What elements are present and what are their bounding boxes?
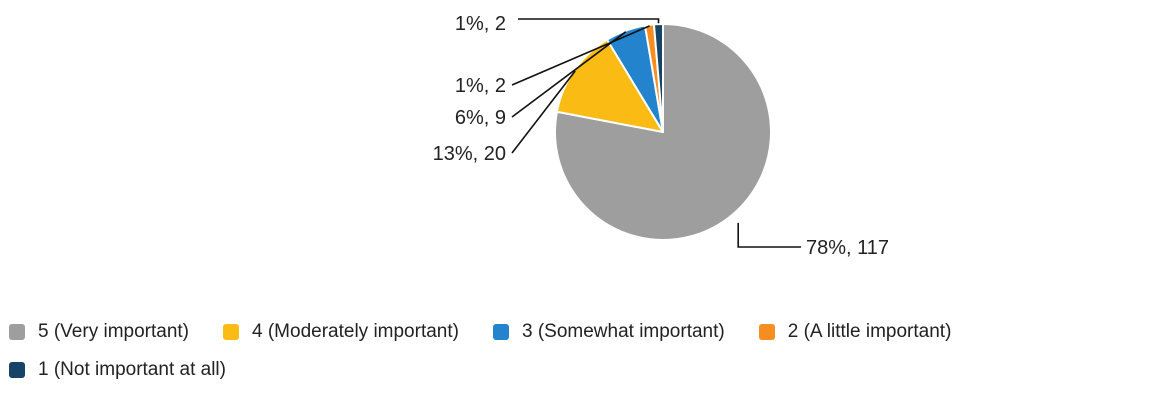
leader-lines bbox=[511, 18, 801, 248]
legend-label: 1 (Not important at all) bbox=[38, 359, 226, 380]
leader-line bbox=[511, 31, 627, 118]
data-label: 1%, 2 bbox=[455, 75, 506, 97]
data-label: 6%, 9 bbox=[455, 107, 506, 129]
legend-row-2: 1 (Not important at all) bbox=[9, 358, 260, 382]
pie-slice[interactable] bbox=[652, 23, 664, 133]
leader-line bbox=[511, 25, 650, 86]
legend-swatch bbox=[9, 324, 25, 340]
legend-item-very-important[interactable]: 5 (Very important) bbox=[9, 321, 189, 343]
legend-row-1: 5 (Very important) 4 (Moderately importa… bbox=[9, 320, 985, 344]
legend-label: 3 (Somewhat important) bbox=[521, 321, 725, 342]
leader-line bbox=[518, 18, 660, 24]
legend-label: 5 (Very important) bbox=[38, 321, 189, 342]
legend-item-a-little-important[interactable]: 2 (A little important) bbox=[758, 321, 952, 343]
legend-swatch bbox=[758, 324, 775, 340]
legend-swatch bbox=[223, 324, 239, 340]
data-label: 13%, 20 bbox=[433, 143, 506, 165]
legend-swatch bbox=[9, 362, 25, 378]
legend-label: 2 (A little important) bbox=[787, 321, 952, 342]
legend-swatch bbox=[492, 324, 509, 340]
data-labels: 78%, 117 13%, 20 6%, 9 1%, 2 1%, 2 bbox=[433, 13, 889, 259]
pie-slices bbox=[554, 23, 772, 241]
legend-item-somewhat-important[interactable]: 3 (Somewhat important) bbox=[492, 321, 725, 343]
leader-line bbox=[511, 70, 576, 154]
leader-line bbox=[737, 222, 801, 248]
legend-item-not-important-at-all[interactable]: 1 (Not important at all) bbox=[9, 359, 226, 381]
data-label: 78%, 117 bbox=[806, 237, 889, 259]
data-label: 1%, 2 bbox=[455, 13, 506, 35]
legend-label: 4 (Moderately important) bbox=[252, 321, 459, 342]
legend-item-moderately-important[interactable]: 4 (Moderately important) bbox=[223, 321, 459, 343]
